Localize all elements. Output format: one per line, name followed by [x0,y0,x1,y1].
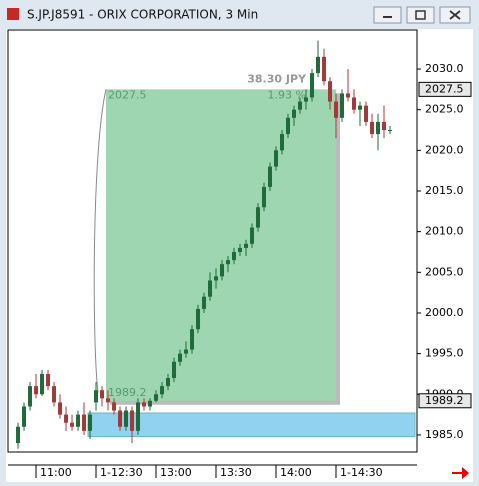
candle-body [148,400,153,407]
candle-body [388,130,393,132]
y-tick-label: 2020.0 [425,143,464,156]
ruler-bottom-label: 1989.2 [108,386,147,399]
candle-body [358,105,363,110]
candle-body [100,390,105,399]
candle-body [58,402,63,415]
candle-body [52,386,57,403]
candle-body [112,402,117,411]
candle-body [28,386,33,407]
app-icon [7,8,19,20]
candle-body [202,296,207,309]
scroll-arrow[interactable] [452,467,469,479]
candle-body [226,260,231,265]
y-tick-label: 2025.0 [425,103,464,116]
candle-body [178,353,183,362]
candle-body [262,186,267,208]
candle-body [274,150,279,167]
candle-body [286,117,291,135]
price-marker [418,393,472,409]
x-tick-label: 13:00 [160,466,192,479]
candle-body [352,97,357,110]
candle-body [76,414,81,427]
candle-body [382,121,387,131]
candle-body [310,73,315,98]
candle-body [160,386,165,395]
candle-body [46,373,51,387]
candle-body [16,426,21,444]
candle-body [94,390,99,403]
maximize-button[interactable] [406,6,435,24]
candle-body [316,56,321,74]
y-tick-label: 1995.0 [425,347,464,360]
y-tick-label: 1985.0 [425,428,464,441]
candle-body [208,280,213,297]
candle-body [172,361,177,379]
ruler-arc [93,89,107,393]
candle-body [40,373,45,395]
x-tick-label: 1-14:30 [340,466,383,479]
candle-body [154,394,159,401]
candle-body [370,121,375,135]
y-tick-label: 2005.0 [425,265,464,278]
candle-body [34,386,39,395]
candle-body [238,247,243,252]
y-tick-label: 2015.0 [425,184,464,197]
price-marker [418,81,472,97]
candle-body [280,134,285,151]
candle-body [244,243,249,248]
ruler [106,89,337,401]
candle-body [136,402,141,431]
ruler-top-label: 2027.5 [108,88,147,101]
ruler-change-label: 38.30 JPY [247,72,307,85]
candle-body [22,406,27,427]
candle-body [328,81,333,102]
candle-body [142,402,147,407]
candle-body [184,349,189,354]
y-tick-label: 2010.0 [425,225,464,238]
minimize-button[interactable] [373,6,402,24]
candle-body [298,101,303,110]
x-tick-label: 14:00 [280,466,312,479]
price-marker-label: 1989.2 [425,394,464,407]
plot-border [7,29,418,453]
x-tick-label: 11:00 [40,466,72,479]
window-title: S.JP.J8591 - ORIX CORPORATION, 3 Min [27,8,258,22]
x-tick-label: 1-12:30 [100,466,143,479]
candle-body [250,227,255,244]
candle-body [190,329,195,350]
candle-body [340,93,345,118]
candle-body [214,276,219,281]
candle-body [364,105,369,122]
candle-body [130,410,135,431]
candle-body [376,121,381,135]
close-icon [449,10,461,20]
price-marker-label: 2027.5 [425,82,464,95]
candle-body [64,414,69,423]
candle-body [124,410,129,427]
maximize-icon [415,10,426,20]
candle-body [292,109,297,118]
candle-body [322,56,327,82]
candle-body [118,410,123,427]
candle-body [334,101,339,118]
candle-body [232,251,237,261]
candle-body [256,207,261,228]
candle-body [304,97,309,102]
candle-body [82,414,87,431]
ruler-percent-label: 1.93 % [268,88,306,101]
plot: 1985.01990.01995.02000.02005.02010.02015… [16,40,472,479]
y-tick-label: 2000.0 [425,306,464,319]
candle-body [196,308,201,330]
candle-body [88,414,93,431]
candle-body [106,398,111,403]
candle-body [220,264,225,277]
candle-body [268,166,273,187]
x-tick-label: 13:30 [220,466,252,479]
candle-body [166,378,171,387]
candle-body [70,422,75,427]
candle-body [346,93,351,98]
y-tick-label: 2030.0 [425,62,464,75]
